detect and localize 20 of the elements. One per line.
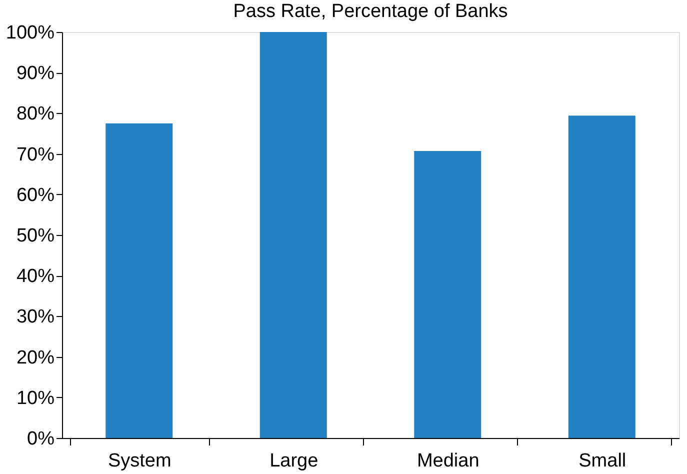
y-tick-label: 50%	[16, 226, 55, 246]
y-tick-label: 80%	[16, 104, 55, 125]
bar	[260, 32, 327, 438]
x-tick-label: Small	[578, 450, 626, 472]
y-tick-label: 90%	[16, 63, 55, 84]
y-tick-label: 70%	[16, 144, 55, 166]
y-tick-label: 30%	[16, 306, 55, 328]
y-tick-label: 40%	[16, 266, 55, 288]
chart-title: Pass Rate, Percentage of Banks	[233, 1, 508, 22]
bar	[106, 123, 173, 438]
x-tick-label: Median	[416, 450, 480, 472]
y-tick-label: 0%	[27, 428, 55, 450]
bar	[568, 116, 636, 438]
x-tick-label: Large	[270, 450, 318, 472]
y-tick-label: 100%	[6, 22, 55, 44]
y-tick-label: 10%	[16, 388, 55, 409]
y-tick-label: 60%	[16, 184, 55, 206]
y-tick-label: 20%	[16, 347, 55, 368]
x-tick-label: System	[108, 450, 172, 472]
bar	[414, 150, 482, 438]
